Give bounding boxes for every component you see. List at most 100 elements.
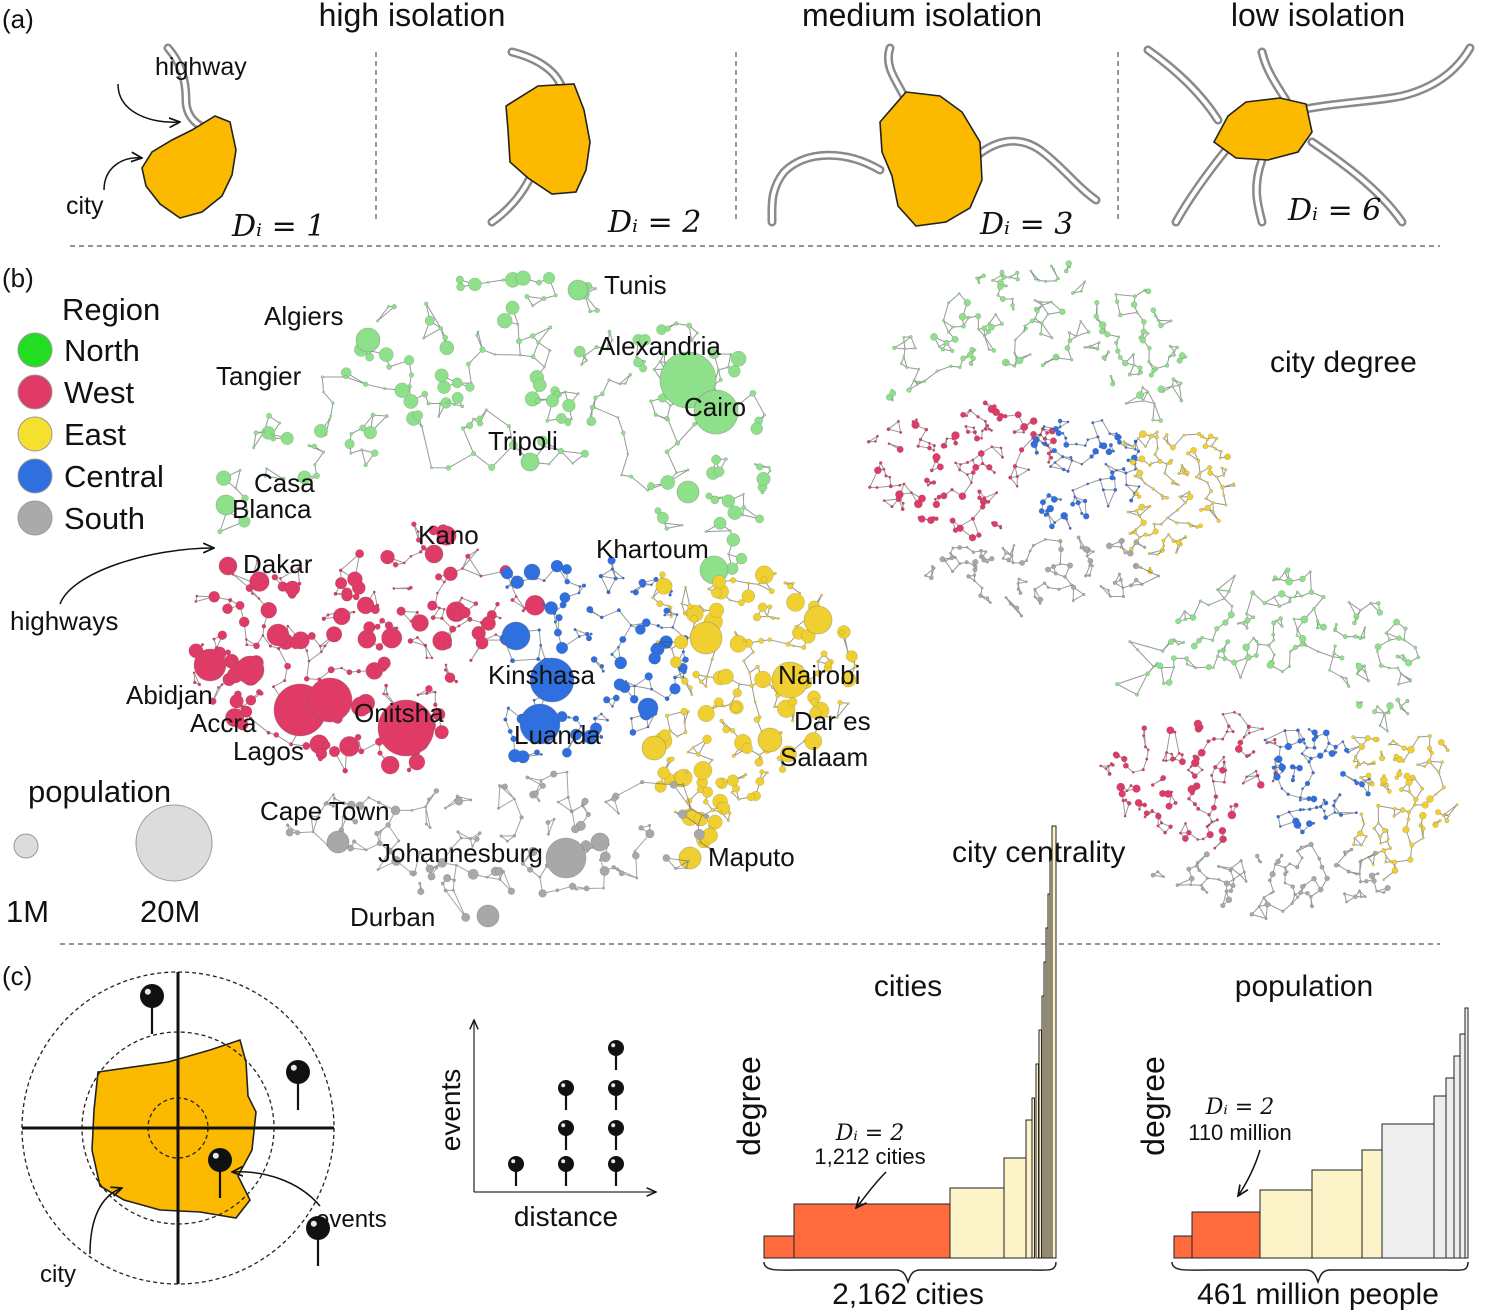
city-node bbox=[271, 685, 276, 689]
city-node bbox=[958, 492, 967, 501]
city-node bbox=[321, 450, 326, 454]
city-node bbox=[686, 322, 693, 329]
city-node bbox=[514, 575, 519, 580]
city-node bbox=[941, 319, 945, 323]
city-node bbox=[988, 427, 991, 431]
city-shape bbox=[141, 115, 237, 219]
city-node bbox=[402, 561, 406, 565]
city-node bbox=[629, 728, 637, 736]
city-node bbox=[754, 565, 774, 585]
city-node bbox=[563, 390, 567, 394]
city-node bbox=[1225, 639, 1231, 645]
city-node bbox=[1263, 738, 1267, 742]
city-node bbox=[1006, 557, 1012, 563]
city-node bbox=[437, 858, 448, 868]
city-node bbox=[692, 670, 700, 679]
city-node bbox=[713, 697, 724, 708]
city-node bbox=[946, 301, 951, 305]
city-node bbox=[1008, 275, 1012, 279]
city-node bbox=[1226, 724, 1231, 728]
city-node bbox=[440, 616, 444, 621]
city-node bbox=[349, 431, 354, 436]
city-node bbox=[689, 338, 694, 343]
city-node bbox=[922, 379, 927, 383]
city-node bbox=[674, 321, 679, 326]
city-node bbox=[1264, 917, 1268, 921]
city-node bbox=[1058, 546, 1064, 553]
city-node bbox=[385, 822, 391, 828]
degree-bar bbox=[1445, 1077, 1455, 1259]
city-node bbox=[593, 395, 598, 400]
network-region-central-mini bbox=[1030, 418, 1141, 530]
city-node bbox=[587, 422, 591, 426]
city-node bbox=[1221, 647, 1225, 651]
city-node bbox=[1188, 523, 1193, 528]
city-node bbox=[1116, 782, 1126, 792]
city-node bbox=[1340, 675, 1344, 679]
city-node bbox=[1230, 604, 1234, 608]
city-node bbox=[1133, 474, 1137, 478]
city-node bbox=[1384, 860, 1388, 864]
city-node bbox=[626, 452, 630, 456]
city-node bbox=[698, 604, 702, 608]
city-node bbox=[1279, 853, 1284, 858]
city-node bbox=[915, 383, 919, 386]
city-node bbox=[455, 275, 464, 284]
city-node bbox=[1278, 763, 1287, 772]
city-node bbox=[1328, 668, 1331, 672]
city-node bbox=[1086, 482, 1090, 486]
city-node bbox=[1132, 294, 1138, 299]
city-node bbox=[705, 814, 710, 819]
network-region-east bbox=[641, 565, 858, 870]
city-node bbox=[1175, 539, 1182, 546]
city-node bbox=[1137, 513, 1142, 518]
city-node bbox=[1079, 289, 1083, 293]
city-node bbox=[610, 567, 614, 571]
city-node bbox=[1028, 549, 1032, 553]
city-node bbox=[1379, 776, 1388, 784]
city-node bbox=[1364, 835, 1368, 838]
city-node bbox=[270, 432, 274, 436]
city-label: Accra bbox=[190, 708, 257, 738]
city-node bbox=[1288, 650, 1292, 654]
city-node bbox=[539, 782, 546, 789]
city-node bbox=[418, 881, 422, 886]
city-node bbox=[1149, 462, 1153, 465]
city-node bbox=[228, 597, 233, 603]
city-node bbox=[1111, 763, 1115, 767]
city-node bbox=[1024, 580, 1028, 584]
city-node bbox=[1374, 643, 1382, 651]
city-node bbox=[1045, 430, 1050, 435]
city-node bbox=[890, 504, 894, 509]
city-node bbox=[753, 462, 757, 466]
city-node bbox=[1245, 612, 1249, 616]
city-node bbox=[1298, 635, 1307, 643]
city-node bbox=[1070, 291, 1075, 296]
city-node bbox=[621, 576, 625, 580]
city-node bbox=[1322, 798, 1326, 802]
city-node bbox=[1184, 821, 1187, 825]
city-node bbox=[1358, 781, 1366, 788]
city-node bbox=[541, 296, 547, 302]
city-node bbox=[570, 810, 574, 814]
event-pin bbox=[608, 1120, 624, 1150]
city-node bbox=[192, 671, 196, 675]
city-node bbox=[1171, 539, 1176, 544]
city-node bbox=[1104, 462, 1108, 466]
city-node bbox=[1050, 495, 1058, 503]
city-node bbox=[1250, 590, 1256, 596]
city-node bbox=[1185, 451, 1191, 456]
city-node bbox=[1339, 655, 1345, 661]
city-node bbox=[510, 575, 525, 589]
city-node bbox=[1148, 504, 1152, 509]
city-node bbox=[762, 413, 767, 417]
city-node bbox=[932, 566, 936, 570]
city-node bbox=[1137, 365, 1143, 371]
city-node bbox=[605, 346, 610, 351]
city-node-large bbox=[523, 563, 541, 581]
city-node bbox=[1179, 381, 1183, 385]
city-node bbox=[998, 524, 1003, 528]
city-node bbox=[779, 731, 783, 735]
city-node bbox=[1455, 803, 1459, 807]
city-node bbox=[525, 775, 530, 780]
